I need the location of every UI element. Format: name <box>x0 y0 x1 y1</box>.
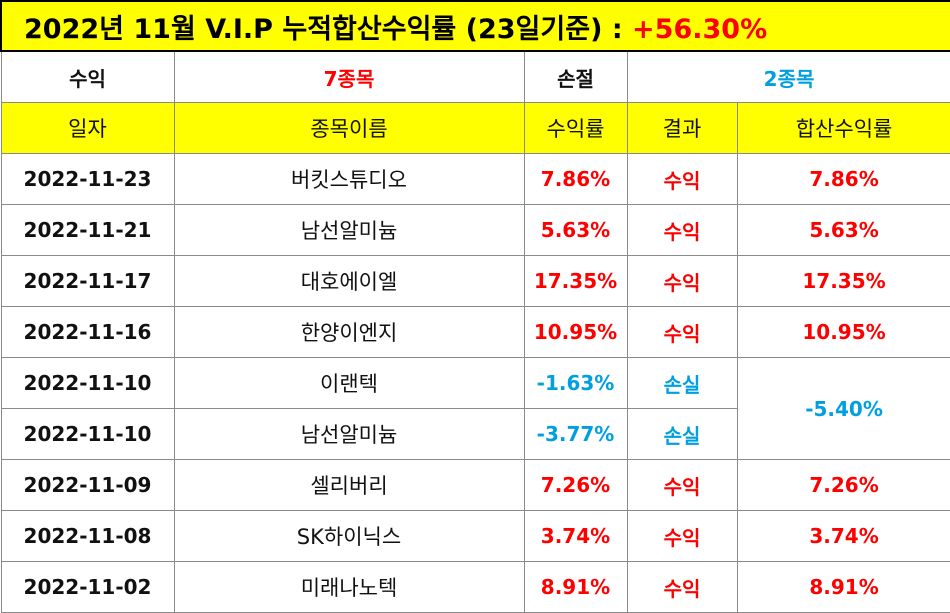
header-result[interactable]: 결과 <box>626 102 738 154</box>
result-cell[interactable]: 수익 <box>626 153 738 205</box>
summary-row: 수익 7종목 손절 2종목 <box>0 50 950 103</box>
table-row: 2022-11-02 미래나노텍 8.91% 수익 8.91% <box>0 561 950 613</box>
header-row: 일자 종목이름 수익률 결과 합산수익률 <box>0 102 950 154</box>
date-cell[interactable]: 2022-11-10 <box>0 357 175 409</box>
stock-name-cell[interactable]: 한양이엔지 <box>173 306 525 358</box>
combined-return-cell[interactable]: 8.91% <box>736 561 950 613</box>
date-cell[interactable]: 2022-11-02 <box>0 561 175 613</box>
title-text: 2022년 11월 V.I.P 누적합산수익률 (23일기준) <box>24 13 603 45</box>
combined-return-cell[interactable]: 10.95% <box>736 306 950 358</box>
title-cell[interactable]: 2022년 11월 V.I.P 누적합산수익률 (23일기준) : +56.30… <box>0 0 950 52</box>
result-cell[interactable]: 수익 <box>626 510 738 562</box>
result-cell[interactable]: 손실 <box>626 408 738 460</box>
return-cell[interactable]: 3.74% <box>523 510 628 562</box>
table-row: 2022-11-09 셀리버리 7.26% 수익 7.26% <box>0 459 950 511</box>
combined-return-cell[interactable]: 7.26% <box>736 459 950 511</box>
result-cell[interactable]: 수익 <box>626 306 738 358</box>
return-cell[interactable]: 7.86% <box>523 153 628 205</box>
total-return-value: +56.30% <box>632 13 768 45</box>
stock-name-cell[interactable]: 미래나노텍 <box>173 561 525 613</box>
return-cell[interactable]: -1.63% <box>523 357 628 409</box>
stock-name-cell[interactable]: 셀리버리 <box>173 459 525 511</box>
date-cell[interactable]: 2022-11-21 <box>0 204 175 256</box>
header-return[interactable]: 수익률 <box>523 102 628 154</box>
combined-return-cell[interactable]: -5.40% <box>736 357 950 460</box>
profit-count-cell[interactable]: 7종목 <box>173 50 525 103</box>
combined-return-cell[interactable]: 5.63% <box>736 204 950 256</box>
return-cell[interactable]: 5.63% <box>523 204 628 256</box>
return-cell[interactable]: 8.91% <box>523 561 628 613</box>
loss-label-cell[interactable]: 손절 <box>523 50 628 103</box>
title-separator: : <box>611 13 623 45</box>
title-row: 2022년 11월 V.I.P 누적합산수익률 (23일기준) : +56.30… <box>0 0 950 52</box>
return-cell[interactable]: -3.77% <box>523 408 628 460</box>
combined-return-cell[interactable]: 17.35% <box>736 255 950 307</box>
date-cell[interactable]: 2022-11-23 <box>0 153 175 205</box>
result-cell[interactable]: 수익 <box>626 204 738 256</box>
stock-name-cell[interactable]: SK하이닉스 <box>173 510 525 562</box>
stock-name-cell[interactable]: 이랜텍 <box>173 357 525 409</box>
profit-label-cell[interactable]: 수익 <box>0 50 175 103</box>
stock-name-cell[interactable]: 대호에이엘 <box>173 255 525 307</box>
table-row: 2022-11-17 대호에이엘 17.35% 수익 17.35% <box>0 255 950 307</box>
stock-name-cell[interactable]: 남선알미늄 <box>173 204 525 256</box>
date-cell[interactable]: 2022-11-16 <box>0 306 175 358</box>
table-row: 2022-11-16 한양이엔지 10.95% 수익 10.95% <box>0 306 950 358</box>
return-cell[interactable]: 10.95% <box>523 306 628 358</box>
table-row: 2022-11-23 버킷스튜디오 7.86% 수익 7.86% <box>0 153 950 205</box>
result-cell[interactable]: 손실 <box>626 357 738 409</box>
result-cell[interactable]: 수익 <box>626 255 738 307</box>
header-date[interactable]: 일자 <box>0 102 175 154</box>
table-row: 2022-11-21 남선알미늄 5.63% 수익 5.63% <box>0 204 950 256</box>
stock-name-cell[interactable]: 버킷스튜디오 <box>173 153 525 205</box>
date-cell[interactable]: 2022-11-17 <box>0 255 175 307</box>
table-row: 2022-11-08 SK하이닉스 3.74% 수익 3.74% <box>0 510 950 562</box>
date-cell[interactable]: 2022-11-09 <box>0 459 175 511</box>
combined-return-cell[interactable]: 3.74% <box>736 510 950 562</box>
header-name[interactable]: 종목이름 <box>173 102 525 154</box>
table-row: 2022-11-10 이랜텍 -1.63% 손실 -5.40% <box>0 357 950 460</box>
return-cell[interactable]: 7.26% <box>523 459 628 511</box>
result-cell[interactable]: 수익 <box>626 459 738 511</box>
result-cell[interactable]: 수익 <box>626 561 738 613</box>
loss-count-cell[interactable]: 2종목 <box>626 50 950 103</box>
header-combined[interactable]: 합산수익률 <box>736 102 950 154</box>
return-cell[interactable]: 17.35% <box>523 255 628 307</box>
date-cell[interactable]: 2022-11-08 <box>0 510 175 562</box>
combined-return-cell[interactable]: 7.86% <box>736 153 950 205</box>
date-cell[interactable]: 2022-11-10 <box>0 408 175 460</box>
stock-name-cell[interactable]: 남선알미늄 <box>173 408 525 460</box>
